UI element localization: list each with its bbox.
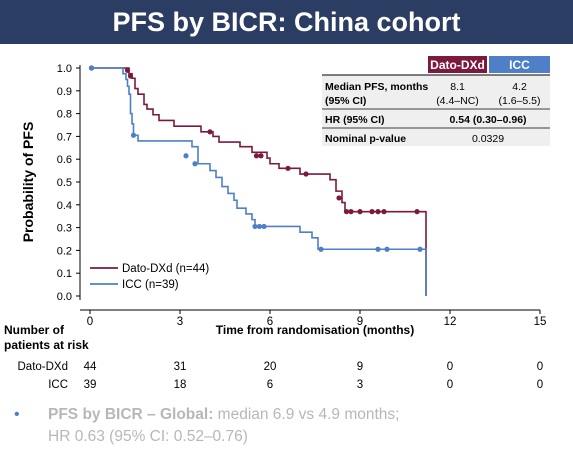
bullet-dot-icon: •	[14, 406, 20, 423]
stats-median-label-ci: (95% CI)	[325, 95, 366, 107]
dato-dxd-censor-mark	[127, 73, 134, 79]
at-risk-value: 0	[447, 379, 453, 391]
y-tick-label: 1.0	[57, 63, 72, 75]
dato-dxd-censor-mark	[253, 153, 260, 159]
at-risk-value: 44	[84, 361, 97, 373]
stats-header-dato: Dato-DXd	[430, 58, 485, 72]
stats-median-dato: 8.1	[450, 81, 465, 93]
y-tick-label: 0.9	[57, 86, 72, 98]
stats-median-label: Median PFS, months	[325, 81, 428, 93]
dato-dxd-censor-mark	[375, 209, 381, 215]
dato-dxd-censor-mark	[336, 195, 342, 201]
y-tick-label: 0.2	[57, 245, 72, 257]
x-axis-label: Time from randomisation (months)	[216, 323, 414, 337]
at-risk-value: 9	[357, 361, 363, 373]
stats-header-icc-bg	[489, 56, 550, 73]
at-risk-heading-line1: Number of	[4, 323, 64, 337]
stats-header-icc: ICC	[509, 58, 530, 72]
dato-dxd-censor-mark	[357, 209, 363, 215]
x-tick-label: 0	[87, 316, 93, 328]
bullet-line1: PFS by BICR – Global: median 6.9 vs 4.9 …	[20, 404, 565, 426]
icc-censor-mark	[375, 246, 381, 252]
dato-dxd-censor-mark	[414, 209, 420, 215]
y-tick-label: 0.3	[57, 223, 72, 235]
stats-median-dato-ci: (4.4–NC)	[436, 95, 479, 107]
stats-hr-value: 0.54 (0.30–0.96)	[449, 114, 526, 126]
icc-censor-mark	[261, 223, 267, 230]
bullet-line2: HR 0.63 (95% CI: 0.52–0.76)	[48, 428, 248, 445]
icc-censor-mark	[192, 161, 198, 167]
stats-median-icc-ci: (1.6–5.5)	[498, 95, 540, 107]
icc-censor-mark	[318, 246, 324, 252]
x-tick-label: 15	[534, 316, 547, 328]
dato-dxd-curve	[90, 67, 427, 296]
dato-dxd-censor-mark	[343, 209, 350, 215]
y-tick-label: 0.1	[57, 268, 72, 280]
y-tick-label: 0.0	[57, 291, 72, 303]
at-risk-value: 20	[264, 361, 277, 373]
icc-censor-mark	[130, 132, 137, 138]
icc-censor-mark	[256, 223, 263, 230]
dato-dxd-censor-mark	[285, 165, 291, 171]
icc-censor-mark	[384, 246, 390, 252]
at-risk-value: 6	[267, 379, 273, 391]
dato-dxd-censor-mark	[348, 209, 354, 215]
icc-censor-mark	[417, 246, 423, 252]
dato-dxd-censor-mark	[124, 67, 131, 73]
x-tick-label: 9	[357, 316, 363, 328]
at-risk-value: 3	[357, 379, 363, 391]
at-risk-value: 0	[537, 379, 543, 391]
stats-p-value: 0.0329	[472, 133, 504, 145]
stats-median-icc: 4.2	[512, 81, 527, 93]
legend-icc-label: ICC (n=39)	[122, 279, 179, 291]
y-tick-label: 0.4	[57, 200, 72, 212]
stats-p-label: Nominal p-value	[325, 133, 406, 145]
at-risk-value: 18	[174, 379, 187, 391]
at-risk-value: 39	[84, 379, 97, 391]
dato-dxd-censor-mark	[207, 129, 213, 135]
at-risk-label-icc: ICC	[48, 379, 68, 391]
bullet-bold: PFS by BICR – Global:	[48, 406, 214, 423]
icc-censor-mark	[183, 153, 189, 159]
dato-dxd-censor-mark	[258, 153, 264, 159]
bullet-text1: median 6.9 vs 4.9 months;	[213, 406, 400, 423]
y-tick-label: 0.6	[57, 154, 72, 166]
at-risk-heading-line2: patients at risk	[4, 338, 89, 352]
x-tick-label: 12	[444, 316, 457, 328]
dato-dxd-censor-mark	[369, 209, 375, 215]
y-axis-label: Probability of PFS	[20, 122, 36, 243]
x-tick-label: 6	[267, 316, 273, 328]
global-pfs-bullet: • PFS by BICR – Global: median 6.9 vs 4.…	[14, 404, 565, 448]
x-tick-label: 3	[177, 316, 183, 328]
icc-censor-mark	[88, 65, 95, 71]
y-tick-label: 0.8	[57, 109, 72, 121]
stats-header-dato-bg	[428, 56, 487, 73]
y-tick-label: 0.5	[57, 177, 72, 189]
stats-table-bg	[322, 75, 550, 146]
y-tick-label: 0.7	[57, 131, 72, 143]
icc-censor-mark	[252, 223, 258, 230]
stats-hr-label: HR (95% CI)	[325, 114, 385, 126]
at-risk-heading: Number of patients at risk	[4, 323, 89, 353]
at-risk-value: 0	[447, 361, 453, 373]
dato-dxd-censor-mark	[303, 171, 309, 177]
legend-dato-label: Dato-DXd (n=44)	[122, 263, 209, 275]
at-risk-value: 0	[537, 361, 543, 373]
at-risk-value: 31	[174, 361, 187, 373]
at-risk-label-dato: Dato-DXd	[18, 361, 69, 373]
dato-dxd-censor-mark	[381, 209, 387, 215]
slide-title: PFS by BICR: China cohort	[0, 0, 573, 44]
km-chart: 0.0 0.1 0.2 0.3 0.4 0.5 0.6 0.7 0.8 0.9 1.0 0 3 6 9 12 1…	[18, 56, 550, 391]
